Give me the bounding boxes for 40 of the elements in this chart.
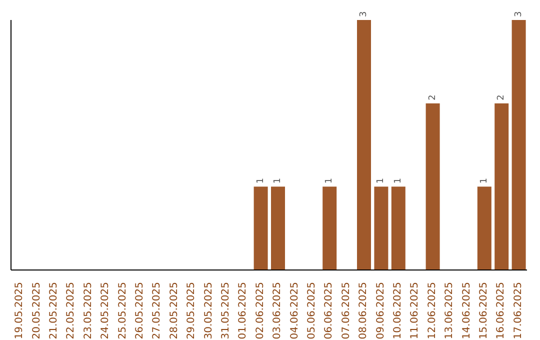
x-tick-label: 15.06.2025	[478, 282, 490, 340]
x-tick-label: 16.06.2025	[496, 282, 507, 340]
x-tick-label: 26.05.2025	[134, 282, 146, 340]
x-tick-label: 12.06.2025	[426, 282, 438, 340]
data-label: 3	[514, 11, 524, 17]
data-label: 1	[376, 178, 386, 184]
x-tick-label: 06.06.2025	[324, 282, 335, 340]
x-tick-label: 31.05.2025	[220, 282, 232, 340]
x-tick-label: 13.06.2025	[444, 282, 456, 340]
x-tick-label: 27.05.2025	[152, 282, 163, 340]
x-tick-label: 28.05.2025	[168, 282, 180, 340]
data-label: 1	[393, 178, 404, 184]
x-tick-label: 23.05.2025	[82, 282, 94, 340]
x-tick-label: 05.06.2025	[306, 282, 318, 340]
x-tick-label: 22.05.2025	[66, 282, 77, 340]
x-tick-label: 30.05.2025	[203, 282, 214, 340]
x-tick-label: 10.06.2025	[392, 282, 404, 340]
data-label: 2	[428, 94, 438, 100]
x-tick-label: 09.06.2025	[375, 282, 386, 340]
x-tick-label: 19.05.2025	[14, 282, 26, 340]
data-label: 1	[324, 178, 335, 184]
data-label: 1	[479, 178, 490, 184]
x-tick-label: 03.06.2025	[272, 282, 284, 340]
x-tick-label: 24.05.2025	[100, 282, 112, 340]
x-tick-label: 14.06.2025	[461, 282, 472, 340]
x-tick-label: 02.06.2025	[254, 282, 266, 340]
data-label: 1	[273, 178, 283, 184]
x-tick-label: 11.06.2025	[410, 282, 421, 340]
data-label: 1	[256, 178, 266, 184]
x-tick-label: 01.06.2025	[238, 282, 249, 340]
x-tick-label: 07.06.2025	[340, 282, 352, 340]
x-tick-label: 08.06.2025	[358, 282, 370, 340]
data-label: 2	[496, 94, 507, 100]
x-tick-label: 25.05.2025	[117, 282, 128, 340]
x-tick-label: 21.05.2025	[48, 282, 60, 340]
x-tick-label: 20.05.2025	[31, 282, 42, 340]
data-label: 3	[359, 11, 369, 17]
x-tick-label: 04.06.2025	[289, 282, 300, 340]
x-tick-label: 17.06.2025	[512, 282, 524, 340]
x-tick-label: 29.05.2025	[186, 282, 198, 340]
